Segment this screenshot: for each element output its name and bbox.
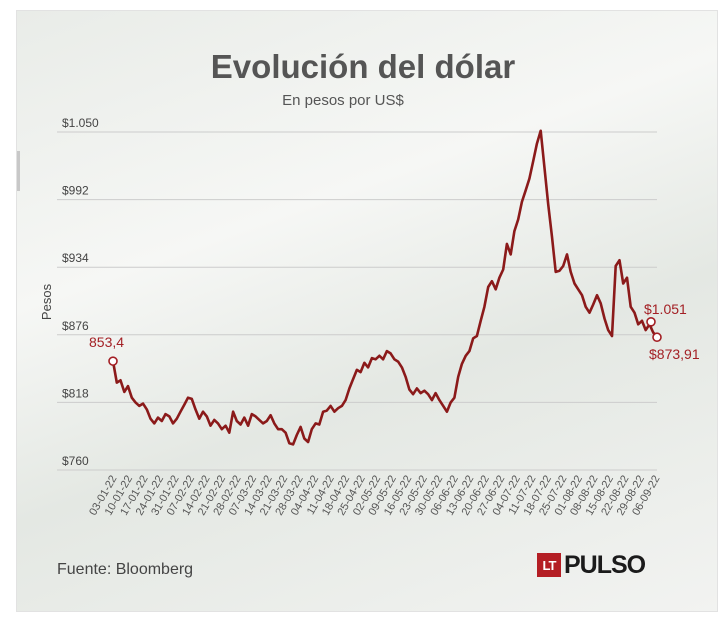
annotation-label: 853,4 [89, 334, 124, 350]
annotation-label: $1.051 [644, 301, 687, 317]
series-line [111, 129, 659, 446]
annotation-marker [646, 317, 656, 327]
y-tick-label: $760 [62, 454, 89, 468]
annotation-label: $873,91 [649, 346, 700, 362]
y-tick-label: $818 [62, 386, 89, 400]
y-tick-label: $992 [62, 184, 89, 198]
annotation-marker [108, 356, 118, 366]
y-tick-label: $1.050 [62, 116, 99, 130]
y-tick-label: $876 [62, 319, 89, 333]
logo-mark: LT [537, 553, 561, 577]
divider [17, 151, 20, 191]
chart-title: Evolución del dólar [210, 48, 516, 85]
chart-subtitle: En pesos por US$ [282, 92, 404, 109]
source-note: Fuente: Bloomberg [57, 561, 194, 578]
logo-wordmark: PULSO [564, 550, 646, 579]
y-tick-label: $934 [62, 251, 89, 265]
y-axis-label: Pesos [39, 283, 54, 320]
pulso-logo: LT PULSO [537, 550, 646, 579]
chart-card [16, 10, 718, 612]
annotation-marker [652, 332, 662, 343]
